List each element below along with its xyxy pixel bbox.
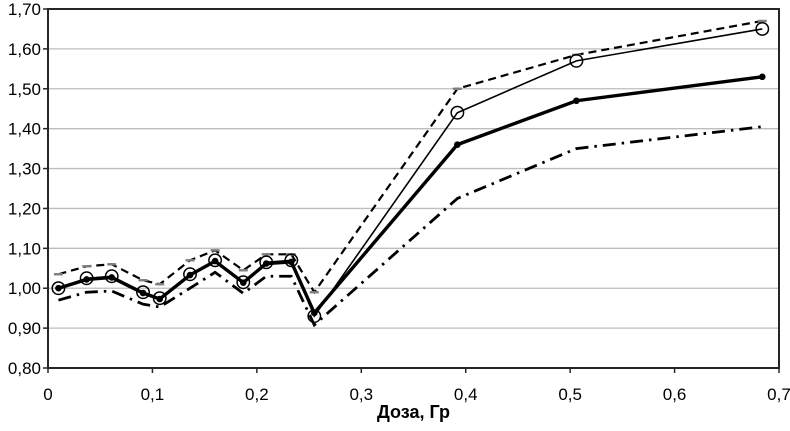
x-tick-label: 0,7: [767, 385, 790, 404]
bold-solid-dot-line-marker: [758, 73, 766, 81]
y-tick-label: 0,90: [8, 319, 41, 338]
bold-solid-dot-line: [57, 75, 763, 317]
upper-dashed-line-marker: [238, 269, 248, 272]
bold-solid-dot-line-marker: [573, 97, 580, 105]
upper-dashed-line-marker: [53, 273, 63, 276]
thin-solid-circle-line-marker: [236, 275, 251, 290]
upper-dashed-line-marker: [155, 283, 165, 286]
x-tick-label: 0,6: [663, 385, 687, 404]
y-tick-label: 1,00: [8, 279, 41, 298]
thin-solid-circle-line-marker: [104, 269, 119, 284]
bold-solid-dot-line-marker: [156, 295, 164, 303]
thin-solid-circle-line-marker: [307, 309, 322, 324]
bold-solid-dot-line-marker: [139, 289, 147, 297]
thin-solid-circle-line-marker: [569, 53, 584, 68]
upper-dashed-line-marker: [210, 249, 220, 252]
y-tick-label: 1,30: [8, 160, 41, 179]
bold-solid-dot-line-marker: [288, 258, 295, 266]
bold-solid-dot-line-marker: [108, 274, 116, 281]
thin-solid-circle-line-marker: [755, 21, 770, 36]
y-tick-label: 1,50: [8, 80, 41, 99]
upper-dashed-line-marker: [107, 263, 117, 266]
y-tick-label: 1,70: [8, 0, 41, 19]
thin-solid-circle-line-marker: [259, 255, 274, 270]
upper-dashed-line-marker: [261, 253, 271, 256]
thin-solid-circle-line-marker: [79, 271, 94, 286]
x-axis-title: Доза, Гр: [376, 402, 451, 422]
thin-solid-circle-line-marker: [183, 267, 197, 282]
y-tick-label: 1,40: [8, 120, 41, 139]
bold-solid-dot-line-marker: [186, 271, 194, 279]
upper-dashed-line-marker: [138, 279, 148, 282]
y-tick-label: 1,20: [8, 199, 41, 218]
y-tick-label: 1,60: [8, 40, 41, 59]
thin-solid-circle-line-marker: [284, 253, 299, 268]
bold-solid-dot-line-marker: [239, 279, 247, 286]
upper-dashed-line-marker: [309, 291, 319, 294]
upper-dashed-line-marker: [452, 87, 462, 90]
y-tick-label: 0,80: [8, 359, 41, 378]
x-tick-label: 0,4: [454, 385, 478, 404]
y-tick-label: 1,10: [8, 239, 41, 258]
upper-dashed-line-marker: [757, 19, 767, 23]
thin-solid-circle-line-marker: [51, 281, 66, 296]
thin-solid-circle-line-marker: [208, 253, 223, 268]
thin-solid-circle-line-marker: [152, 291, 167, 306]
dash-dot-line: [58, 125, 763, 328]
plot-border: [47, 8, 780, 369]
x-tick-label: 0: [43, 385, 52, 404]
bold-solid-dot-line-marker: [454, 141, 461, 148]
x-tick-label: 0,3: [349, 385, 373, 404]
x-tick-label: 0,1: [141, 385, 165, 404]
bold-solid-dot-line-marker: [211, 257, 219, 265]
x-tick-label: 0,2: [245, 385, 269, 404]
thin-solid-circle-line: [58, 28, 763, 318]
bold-solid-dot-line-marker: [83, 276, 90, 283]
bold-solid-dot-line-marker: [262, 260, 270, 267]
bold-solid-dot-line-marker: [310, 309, 318, 317]
thin-solid-circle-line-marker: [450, 105, 465, 120]
upper-dashed-line-marker: [82, 265, 92, 268]
x-tick-label: 0,5: [558, 385, 582, 404]
upper-dashed-line: [58, 19, 763, 295]
bold-solid-dot-line-marker: [55, 284, 62, 292]
thin-solid-circle-line-marker: [136, 285, 150, 300]
upper-dashed-line-marker: [185, 259, 195, 262]
